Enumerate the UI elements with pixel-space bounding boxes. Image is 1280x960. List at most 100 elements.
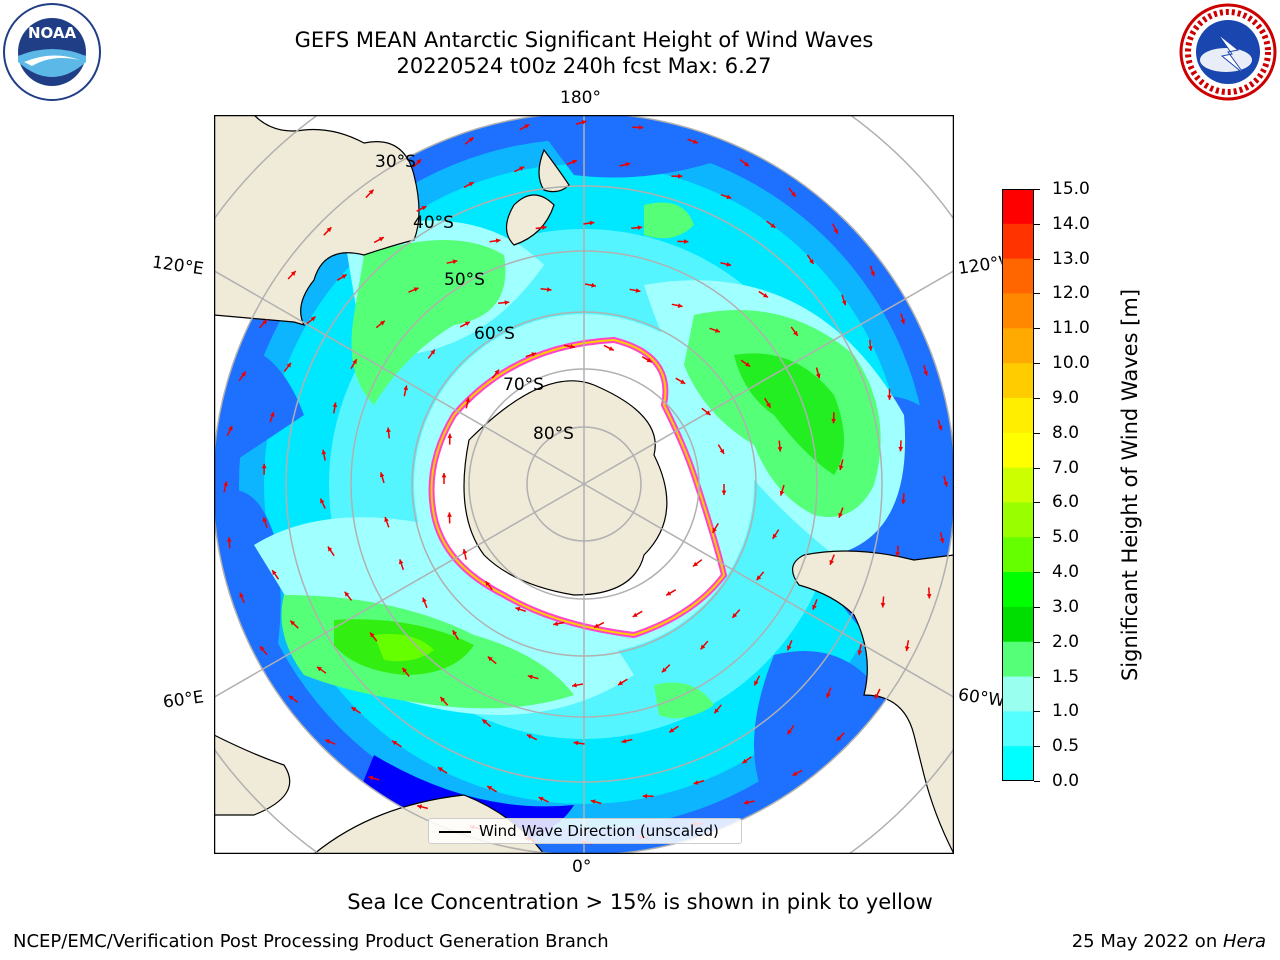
wave-arrow-head	[421, 206, 427, 211]
colorbar-tick-label: 15.0	[1052, 179, 1090, 199]
wave-arrow-head	[441, 473, 447, 478]
wave-arrow-head	[772, 533, 778, 539]
chart-subtitle: 20220524 t00z 240h fcst Max: 6.27	[396, 54, 772, 78]
wave-arrow-head	[841, 300, 847, 306]
colorbar-segment	[1002, 189, 1034, 225]
lat-label-30s: 30°S	[375, 152, 416, 172]
wave-arrow-head	[241, 371, 246, 377]
wave-arrow-head	[384, 517, 389, 522]
wave-arrow-head	[625, 162, 631, 167]
wave-arrow-head	[715, 328, 720, 333]
wave-arrow-head	[826, 693, 831, 698]
wave-arrow-head	[370, 632, 375, 638]
wave-arrow-head	[787, 645, 792, 651]
wave-arrow-head	[571, 159, 577, 165]
colorbar-segment	[1002, 363, 1034, 399]
wave-arrow-head	[726, 194, 732, 200]
wave-arrow-head	[570, 344, 575, 349]
colorbar-tick-label: 7.0	[1052, 457, 1080, 478]
wave-arrow-head	[422, 597, 427, 603]
wave-arrow-head	[621, 738, 627, 744]
map-frame	[214, 115, 954, 854]
wave-arrow-head	[288, 695, 294, 701]
wave-arrow-head	[286, 362, 291, 368]
colorbar-tick-mark	[1034, 711, 1040, 713]
colorbar-segment	[1002, 502, 1034, 538]
wave-arrow-head	[926, 594, 932, 599]
wave-arrow-head	[344, 591, 350, 597]
wave-arrow-head	[573, 740, 579, 746]
wave-arrow-head	[895, 552, 901, 557]
colorbar-tick-label: 1.5	[1052, 666, 1080, 687]
wave-arrow-head	[756, 575, 762, 581]
colorbar-tick-label: 0.5	[1052, 736, 1080, 757]
wave-arrow-head	[836, 735, 842, 741]
wave-arrow-head	[792, 771, 798, 776]
colorbar-tick-mark	[1034, 606, 1040, 608]
wave-arrow-head	[900, 319, 906, 324]
colorbar-segment	[1002, 293, 1034, 329]
lat-label-40s: 40°S	[413, 213, 454, 233]
wave-arrow-head	[857, 650, 863, 656]
wave-arrow-head	[684, 239, 689, 244]
legend-label: Wind Wave Direction (unscaled)	[479, 822, 719, 840]
land-africa-tip	[214, 734, 291, 816]
wave-arrow-head	[403, 385, 408, 391]
wave-arrow-head	[591, 282, 596, 288]
wave-arrow-head	[402, 667, 407, 673]
wave-arrow-head	[262, 319, 267, 325]
colorbar-tick-label: 8.0	[1052, 422, 1080, 443]
wave-arrow-head	[321, 449, 327, 455]
wave-arrow-head	[744, 161, 749, 167]
colorbar-segment	[1002, 537, 1034, 573]
wave-arrow-head	[326, 227, 332, 233]
wave-arrow-head	[581, 120, 587, 125]
lon-label-60w: 60°W	[956, 685, 1004, 711]
colorbar-tick-mark	[1034, 189, 1040, 190]
wave-arrow-head	[392, 740, 398, 746]
colorbar-segment	[1002, 258, 1034, 294]
colorbar-tick-label: 12.0	[1052, 283, 1090, 304]
wave-arrow-head	[437, 767, 443, 772]
wave-arrow-head	[898, 446, 904, 452]
colorbar-tick-mark	[1034, 572, 1040, 574]
wave-arrow-head	[261, 463, 267, 469]
wave-arrow-head	[618, 680, 623, 685]
wave-arrow-head	[763, 293, 768, 298]
footer-machine: Hera	[1222, 931, 1266, 952]
colorbar-tick-mark	[1034, 502, 1040, 504]
colorbar-tick-label: 14.0	[1052, 213, 1090, 234]
wave-arrow-head	[487, 656, 493, 662]
colorbar-frame	[1002, 189, 1034, 781]
wave-arrow-head	[465, 397, 470, 403]
wave-arrow-head	[228, 425, 233, 431]
colorbar-tick-mark	[1034, 746, 1040, 748]
wave-arrow-head	[732, 613, 738, 618]
sea-ice-note: Sea Ice Concentration > 15% is shown in …	[347, 890, 933, 914]
wave-arrow-head	[680, 379, 686, 384]
wave-arrow-head	[327, 546, 333, 552]
colorbar-segment	[1002, 676, 1034, 712]
wave-arrow-head	[642, 793, 648, 799]
wave-arrow-head	[259, 646, 265, 652]
wave-arrow-head	[589, 220, 595, 226]
colorbar-tick-mark	[1034, 328, 1040, 330]
wave-arrow-head	[417, 804, 422, 810]
wave-arrow-head	[754, 680, 759, 686]
land-australia	[214, 115, 420, 326]
land-nz-south	[505, 194, 555, 246]
colorbar-segment	[1002, 397, 1034, 434]
wave-arrow-head	[468, 137, 474, 142]
polar-map	[214, 115, 954, 854]
lat-label-80s: 80°S	[533, 424, 574, 444]
colorbar-tick-mark	[1034, 641, 1040, 643]
wave-arrow-head	[398, 559, 404, 565]
chart-title: GEFS MEAN Antarctic Significant Height o…	[294, 28, 874, 52]
lon-label-120e: 120°E	[150, 252, 205, 280]
wave-arrow-head	[809, 259, 814, 264]
wave-arrow-head	[452, 630, 458, 636]
colorbar-tick-label: 9.0	[1052, 387, 1080, 408]
wave-arrow-head	[868, 346, 873, 351]
colorbar-tick-mark	[1034, 467, 1040, 469]
wave-arrow-head	[378, 237, 384, 242]
